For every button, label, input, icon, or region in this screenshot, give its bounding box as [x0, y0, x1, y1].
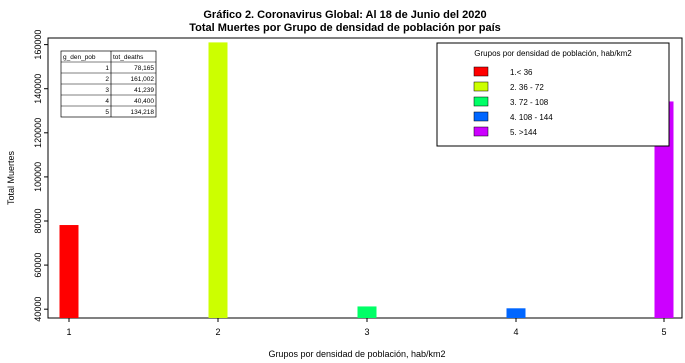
legend-entry: 4. 108 - 144 [510, 113, 553, 122]
bar-1 [59, 225, 79, 318]
y-tick-label: 40000 [33, 297, 43, 322]
legend-box [436, 42, 670, 147]
y-tick-label: 140000 [33, 74, 43, 104]
legend-entry: 2. 36 - 72 [510, 83, 544, 92]
y-axis: 40000 60000 80000 100000 120000 140000 160000 [33, 30, 48, 322]
table-cell: 161,002 [131, 76, 155, 83]
x-tick-label: 3 [364, 327, 369, 337]
data-table: g_den_pob tot_deaths 1 78,165 2 161,002 3 41,23… [60, 50, 157, 118]
legend-items: 1.< 36 2. 36 - 72 3. 72 - 108 4. 108 - 144 5… [473, 66, 553, 137]
bar-3 [357, 306, 377, 318]
bar-2 [208, 42, 228, 319]
x-tick-label: 2 [215, 327, 220, 337]
chart-subtitle: Total Muertes por Grupo de densidad de p… [189, 22, 501, 34]
legend: Grupos por densidad de población, hab/km… [436, 42, 670, 147]
table-cell: 1 [105, 65, 109, 72]
legend-swatch [473, 81, 489, 92]
bar-5 [654, 101, 674, 318]
y-tick-label: 160000 [33, 30, 43, 60]
bar-4 [506, 308, 526, 318]
legend-swatch [473, 111, 489, 122]
bars [59, 42, 674, 319]
legend-entry: 5. >144 [510, 128, 537, 137]
table-cell: 78,165 [134, 65, 154, 72]
x-axis: 1 2 3 4 5 [66, 318, 667, 337]
plot-area: 400006000080000100000120000140000160000 … [33, 30, 683, 337]
y-tick-label: 60000 [33, 253, 43, 278]
y-tick-label: 80000 [33, 208, 43, 233]
table-cell: 3 [105, 87, 109, 94]
y-tick-label: 120000 [33, 118, 43, 148]
legend-title: Grupos por densidad de población, hab/km… [474, 49, 632, 58]
x-tick-label: 4 [513, 327, 518, 337]
table-cell: 5 [105, 109, 109, 116]
table-header: g_den_pob [63, 54, 96, 61]
table-cell: 2 [105, 76, 109, 83]
table-cell: 41,239 [134, 87, 154, 94]
table-cell: 40,400 [134, 98, 154, 105]
chart-title: Gráfico 2. Coronavirus Global: Al 18 de … [203, 9, 486, 21]
x-tick-label: 5 [661, 327, 666, 337]
table-cell: 134,218 [131, 109, 155, 116]
y-axis-label: Total Muertes [6, 150, 16, 205]
x-axis-label: Grupos por densidad de población, hab/km… [268, 349, 445, 359]
legend-swatch [473, 96, 489, 107]
table-cell: 4 [105, 98, 109, 105]
y-tick-label: 100000 [33, 162, 43, 192]
table-header: tot_deaths [113, 54, 144, 61]
x-tick-label: 1 [66, 327, 71, 337]
legend-swatch [473, 66, 489, 77]
legend-entry: 1.< 36 [510, 68, 533, 77]
legend-swatch [473, 126, 489, 137]
legend-entry: 3. 72 - 108 [510, 98, 549, 107]
